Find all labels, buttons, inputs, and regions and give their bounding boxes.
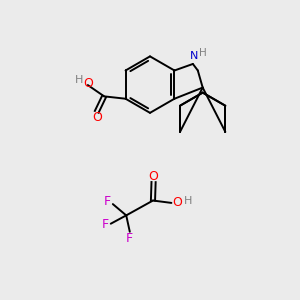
Text: O: O	[92, 111, 102, 124]
Text: O: O	[83, 77, 93, 90]
Text: O: O	[172, 196, 182, 209]
Text: O: O	[148, 170, 158, 183]
Text: H: H	[184, 196, 192, 206]
Text: H: H	[199, 48, 207, 58]
Text: F: F	[101, 218, 108, 231]
Text: F: F	[126, 232, 134, 245]
Text: H: H	[75, 75, 84, 85]
Text: N: N	[190, 51, 199, 61]
Text: F: F	[103, 195, 110, 208]
